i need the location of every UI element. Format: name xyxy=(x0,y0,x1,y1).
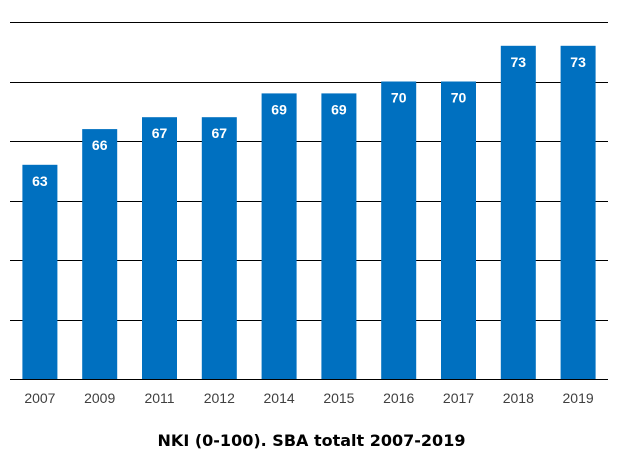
data-label-2015: 69 xyxy=(331,101,347,117)
bar-2017 xyxy=(441,81,476,379)
bar-2015 xyxy=(321,93,357,380)
data-label-2009: 66 xyxy=(92,137,108,153)
bar-2019 xyxy=(560,45,596,380)
x-tick-2009: 2009 xyxy=(84,390,115,406)
x-tick-2017: 2017 xyxy=(443,390,474,406)
data-label-2014: 69 xyxy=(271,101,287,117)
x-tick-2007: 2007 xyxy=(24,390,55,406)
x-tick-2011: 2011 xyxy=(144,390,174,406)
x-tick-2012: 2012 xyxy=(204,390,235,406)
x-tick-2014: 2014 xyxy=(264,390,295,406)
bar-2018 xyxy=(500,45,536,380)
x-tick-2019: 2019 xyxy=(563,390,594,406)
bar-2014 xyxy=(261,93,297,380)
data-labels: 63 66 67 67 69 69 70 70 73 73 xyxy=(32,54,586,189)
x-tick-2016: 2016 xyxy=(383,390,414,406)
data-label-2017: 70 xyxy=(451,90,467,106)
data-label-2011: 67 xyxy=(152,125,168,141)
bar-2012 xyxy=(201,117,237,379)
x-tick-2015: 2015 xyxy=(323,390,354,406)
data-label-2018: 73 xyxy=(511,54,527,70)
x-tick-labels: 2007 2009 2011 2012 2014 2015 2016 2017 2018 2019 xyxy=(24,390,594,406)
bar-2007 xyxy=(22,164,58,379)
chart-title: NKI (0-100). SBA totalt 2007-2019 xyxy=(157,431,466,450)
data-label-2012: 67 xyxy=(212,125,228,141)
x-tick-2018: 2018 xyxy=(503,390,534,406)
bar-2011 xyxy=(142,117,177,379)
data-label-2019: 73 xyxy=(570,54,586,70)
data-label-2016: 70 xyxy=(391,90,407,106)
bar-2009 xyxy=(82,129,118,379)
data-label-2007: 63 xyxy=(32,173,48,189)
bars xyxy=(22,45,596,380)
bar-2016 xyxy=(381,81,417,379)
